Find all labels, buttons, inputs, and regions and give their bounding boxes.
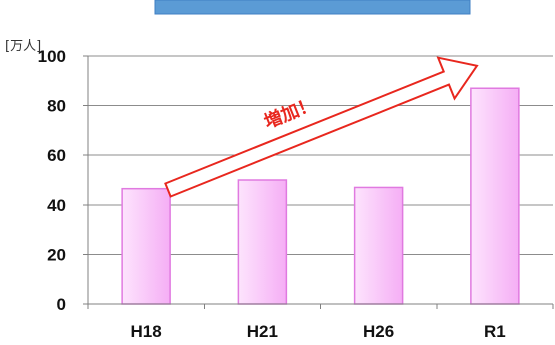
y-tick-label: 20 [47, 245, 66, 264]
x-tick-labels: H18 H21 H26 R1 [131, 322, 506, 341]
bar-h18 [121, 187, 171, 305]
increase-arrow [164, 56, 479, 198]
y-tick-label: 0 [57, 295, 66, 314]
y-tick-label: 100 [38, 47, 66, 66]
y-tick-label: 80 [47, 97, 66, 116]
bar-h26 [353, 186, 404, 305]
y-axis-unit-label: [万人] [5, 39, 41, 54]
bar-h21 [237, 179, 288, 305]
title-banner [154, 0, 471, 15]
x-tick-label: H18 [131, 322, 162, 341]
bars [121, 87, 520, 305]
x-tick-label: H21 [247, 322, 278, 341]
x-tick-label: H26 [363, 322, 394, 341]
y-tick-label: 40 [47, 196, 66, 215]
y-tick-label: 60 [47, 146, 66, 165]
y-tick-labels: 0 20 40 60 80 100 [38, 47, 66, 314]
bar-r1 [470, 87, 520, 305]
x-tick-label: R1 [484, 322, 506, 341]
increase-arrow-annotation: 増加！ [164, 56, 479, 198]
axes [83, 55, 554, 309]
